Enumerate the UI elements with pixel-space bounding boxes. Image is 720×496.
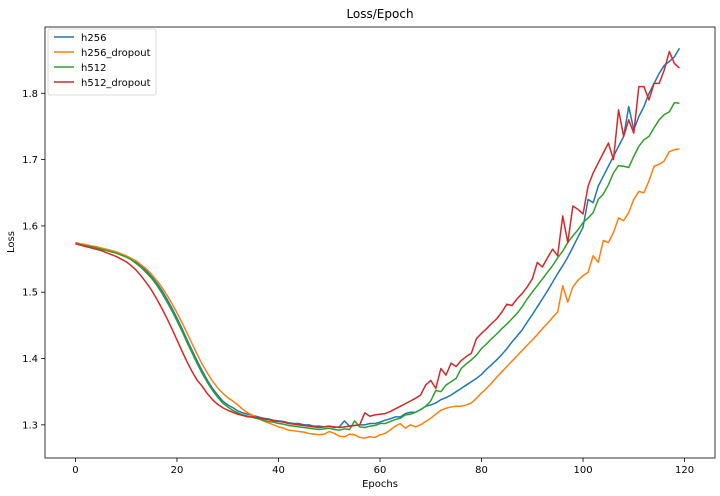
series-line-h256-dropout: [75, 148, 680, 439]
legend-label-h256: h256: [81, 33, 106, 44]
y-tick-label: 1.7: [22, 155, 38, 166]
x-tick-label: 20: [171, 465, 184, 476]
y-tick-label: 1.5: [22, 288, 38, 299]
x-tick-label: 120: [675, 465, 694, 476]
x-tick-label: 0: [72, 465, 78, 476]
x-tick-label: 80: [475, 465, 488, 476]
y-tick-label: 1.4: [22, 354, 38, 365]
y-axis-title: Loss: [6, 231, 17, 253]
series-line-h512-dropout: [75, 50, 680, 429]
legend-label-h256-dropout: h256_dropout: [81, 48, 151, 59]
legend-label-h512-dropout: h512_dropout: [81, 78, 151, 89]
x-tick-label: 40: [272, 465, 285, 476]
series-line-h256: [75, 47, 681, 429]
chart-title: Loss/Epoch: [346, 7, 413, 21]
y-tick-label: 1.3: [22, 420, 38, 431]
y-tick-label: 1.6: [22, 221, 38, 232]
legend: h256 h256_dropout h512 h512_dropout: [47, 28, 157, 96]
x-tick-label: 100: [573, 465, 592, 476]
legend-box: [47, 28, 157, 96]
series-line-h512: [75, 101, 680, 431]
axes-layer: 0 20 40 60 80 100 120 1.3 1.4 1.5 1.6 1.7 1.8: [22, 89, 694, 476]
x-axis-title: Epochs: [362, 479, 398, 490]
y-tick-label: 1.8: [22, 89, 38, 100]
plot-frame: [44, 26, 716, 459]
legend-label-h512: h512: [81, 63, 106, 74]
series-layer: [75, 47, 681, 439]
x-tick-label: 60: [374, 465, 387, 476]
